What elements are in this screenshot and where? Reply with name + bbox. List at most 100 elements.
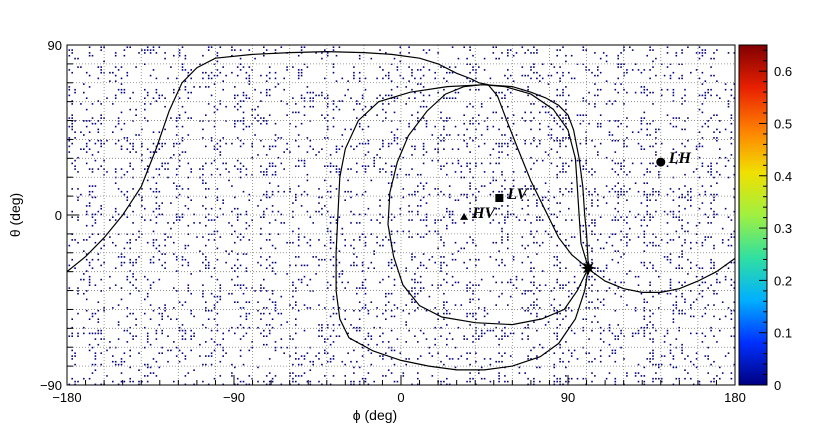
heatmap-cell — [178, 360, 181, 363]
heatmap-cell — [332, 66, 335, 68]
heatmap-cell — [530, 142, 532, 145]
heatmap-cell — [144, 375, 146, 377]
heatmap-cell — [132, 168, 134, 170]
heatmap-cell — [611, 159, 614, 162]
heatmap-cell — [225, 261, 227, 264]
heatmap-cell — [199, 222, 201, 224]
heatmap-cell — [390, 309, 393, 312]
heatmap-cell — [620, 332, 622, 335]
heatmap-cell — [719, 318, 721, 320]
heatmap-cell — [126, 199, 129, 201]
heatmap-cell — [472, 213, 474, 216]
heatmap-cell — [149, 103, 152, 105]
heatmap-cell — [251, 156, 253, 159]
heatmap-cell — [117, 321, 120, 323]
heatmap-cell — [652, 324, 654, 326]
heatmap-cell — [77, 57, 79, 60]
heatmap-cell — [94, 383, 97, 385]
heatmap-cell — [701, 267, 704, 269]
heatmap-cell — [649, 49, 651, 51]
heatmap-cell — [268, 358, 271, 360]
heatmap-cell — [97, 309, 100, 312]
heatmap-cell — [695, 224, 698, 227]
heatmap-cell — [390, 94, 393, 97]
heatmap-cell — [236, 108, 239, 111]
heatmap-cell — [620, 329, 622, 332]
heatmap-cell — [672, 88, 675, 91]
heatmap-cell — [146, 91, 149, 94]
heatmap-cell — [521, 74, 524, 77]
heatmap-cell — [533, 281, 535, 284]
heatmap-cell — [655, 137, 657, 139]
heatmap-cell — [396, 173, 399, 176]
heatmap-cell — [190, 77, 192, 80]
heatmap-cell — [173, 88, 175, 91]
heatmap-cell — [655, 57, 657, 60]
heatmap-cell — [361, 128, 364, 131]
heatmap-cell — [495, 304, 497, 306]
heatmap-cell — [454, 281, 457, 284]
heatmap-cell — [658, 128, 660, 131]
heatmap-cell — [207, 49, 210, 51]
heatmap-cell — [568, 295, 570, 298]
heatmap-cell — [382, 358, 384, 360]
heatmap-cell — [698, 267, 701, 269]
heatmap-cell — [707, 372, 709, 374]
heatmap-cell — [681, 253, 683, 255]
heatmap-cell — [492, 111, 495, 114]
heatmap-cell — [344, 94, 346, 97]
heatmap-cell — [698, 52, 701, 54]
heatmap-cell — [559, 190, 561, 193]
heatmap-cell — [652, 380, 654, 383]
heatmap-cell — [684, 196, 686, 199]
heatmap-cell — [373, 159, 375, 162]
heatmap-cell — [675, 307, 678, 309]
heatmap-cell — [289, 151, 291, 153]
heatmap-cell — [350, 97, 352, 99]
heatmap-cell — [655, 199, 657, 201]
heatmap-cell — [611, 168, 614, 170]
heatmap-cell — [297, 54, 300, 57]
heatmap-cell — [663, 355, 666, 357]
heatmap-cell — [724, 88, 727, 91]
heatmap-cell — [205, 301, 207, 303]
heatmap-cell — [585, 159, 587, 162]
heatmap-cell — [248, 74, 251, 77]
heatmap-cell — [132, 380, 134, 383]
heatmap-cell — [417, 111, 419, 114]
heatmap-cell — [207, 309, 210, 312]
heatmap-cell — [614, 120, 617, 122]
heatmap-cell — [565, 366, 567, 369]
heatmap-cell — [390, 258, 393, 261]
heatmap-cell — [245, 210, 248, 213]
heatmap-cell — [231, 49, 233, 51]
heatmap-cell — [123, 360, 126, 363]
heatmap-cell — [350, 196, 352, 199]
heatmap-cell — [207, 219, 210, 221]
heatmap-cell — [303, 358, 306, 360]
heatmap-cell — [385, 117, 387, 119]
heatmap-cell — [599, 360, 602, 363]
heatmap-cell — [268, 77, 271, 80]
heatmap-cell — [684, 230, 686, 233]
heatmap-cell — [678, 219, 680, 221]
heatmap-cell — [263, 329, 265, 332]
heatmap-cell — [425, 182, 428, 184]
heatmap-cell — [399, 52, 402, 54]
heatmap-cell — [614, 139, 617, 142]
heatmap-cell — [617, 196, 619, 199]
heatmap-cell — [149, 156, 152, 159]
heatmap-cell — [536, 329, 538, 332]
heatmap-cell — [582, 46, 585, 48]
heatmap-cell — [466, 145, 468, 148]
heatmap-cell — [71, 188, 73, 190]
heatmap-cell — [231, 326, 233, 329]
heatmap-cell — [666, 46, 669, 48]
heatmap-cell — [733, 210, 735, 213]
heatmap-cell — [646, 122, 648, 125]
heatmap-cell — [347, 80, 349, 82]
heatmap-cell — [417, 372, 419, 374]
heatmap-cell — [498, 142, 500, 145]
heatmap-cell — [434, 77, 436, 80]
heatmap-cell — [678, 188, 680, 190]
